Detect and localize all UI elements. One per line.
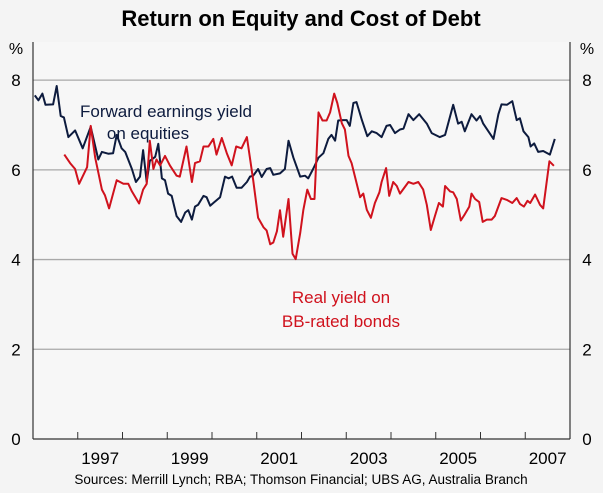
equity-yield-line bbox=[33, 85, 556, 223]
chart-title: Return on Equity and Cost of Debt bbox=[121, 6, 481, 31]
x-tick-label: 2003 bbox=[350, 449, 388, 468]
y-tick-label-right: 2 bbox=[582, 340, 591, 359]
source-note: Sources: Merrill Lynch; RBA; Thomson Fin… bbox=[74, 472, 527, 487]
x-tick-label: 2005 bbox=[439, 449, 477, 468]
y-tick-label-right: 8 bbox=[582, 71, 591, 90]
plot-area bbox=[33, 42, 570, 439]
y-tick-label-left: 2 bbox=[11, 340, 20, 359]
x-tick-label: 2007 bbox=[529, 449, 567, 468]
y-tick-label-left: 4 bbox=[11, 251, 20, 270]
y-tick-label-right: 0 bbox=[582, 430, 591, 449]
y-tick-labels: 0 0 2 2 4 4 6 6 8 8 bbox=[11, 71, 591, 449]
x-tick-label: 1997 bbox=[81, 449, 119, 468]
x-ticks: 1997 1999 2001 2003 2005 2007 bbox=[77, 432, 567, 468]
bond-yield-line bbox=[63, 92, 555, 261]
bonds-label-line2: BB-rated bonds bbox=[282, 312, 400, 331]
x-tick-label: 2001 bbox=[260, 449, 298, 468]
y-axis-unit-left: % bbox=[9, 41, 23, 58]
y-tick-label-left: 6 bbox=[11, 161, 20, 180]
series-lines bbox=[33, 85, 556, 261]
y-tick-label-right: 6 bbox=[582, 161, 591, 180]
x-tick-label: 1999 bbox=[171, 449, 209, 468]
bonds-label-line1: Real yield on bbox=[292, 288, 390, 307]
equity-label-line1: Forward earnings yield bbox=[80, 102, 252, 121]
gridlines bbox=[33, 79, 570, 350]
y-axis-unit-right: % bbox=[580, 41, 594, 58]
equity-label-line2: on equities bbox=[107, 124, 189, 143]
y-tick-label-right: 4 bbox=[582, 251, 591, 270]
y-tick-label-left: 0 bbox=[11, 430, 20, 449]
y-tick-label-left: 8 bbox=[11, 71, 20, 90]
